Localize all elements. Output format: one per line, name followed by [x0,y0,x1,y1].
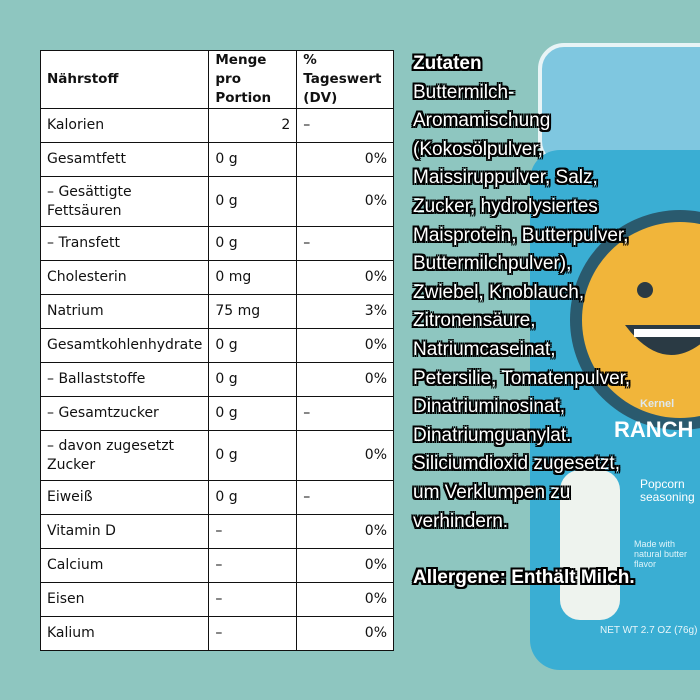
allergen-statement: Allergene: Enthält Milch. [413,567,635,589]
dv-cell: – [296,226,394,261]
amount-cell: – [208,616,298,651]
dv-cell: – [296,480,394,515]
amount-cell: 2 [208,108,298,143]
dv-cell: 0% [296,176,394,227]
table-row: Eisen –0% [39,582,394,617]
nutrient-cell: Natrium [39,294,210,329]
dv-cell: 0% [296,142,394,177]
header-nutrient: Nährstoff [39,50,210,109]
amount-cell: – [208,582,298,617]
dv-cell: 3% [296,294,394,329]
table-row: Natrium 75 mg 3% [39,294,394,329]
amount-cell: 0 mg [208,260,298,295]
ingredients-title: Zutaten [413,53,482,74]
header-amount: Menge pro Portion [208,50,298,109]
nutrient-cell: – Transfett [39,226,210,261]
amount-cell: 0 g [208,328,298,363]
ingredients-text: Buttermilch- Aromamischung (Kokosölpulve… [413,81,631,532]
amount-cell: 0 g [208,142,298,177]
label-claim: Made with natural butter flavor [634,539,688,569]
mascot-face-icon [582,222,700,418]
product-image [530,43,700,670]
amount-cell: 0 g [208,430,298,481]
table-header-row: Nährstoff Menge pro Portion % Tageswert … [39,50,394,109]
table-row: – davon zugesetzt Zucker 0 g 0% [39,430,394,481]
nutrient-cell: – Ballaststoffe [39,362,210,397]
amount-cell: 0 g [208,480,298,515]
amount-cell: 0 g [208,226,298,261]
ranch-dip-icon [560,470,620,620]
table-row: – Gesättigte Fettsäuren 0 g 0% [39,176,394,227]
nutrition-table: Nährstoff Menge pro Portion % Tageswert … [39,50,394,651]
dv-cell: 0% [296,362,394,397]
header-dv: % Tageswert (DV) [296,50,394,109]
dv-cell: 0% [296,430,394,481]
nutrient-cell: Gesamtfett [39,142,210,177]
nutrient-cell: Kalorien [39,108,210,143]
nutrient-cell: Vitamin D [39,514,210,549]
amount-cell: 0 g [208,362,298,397]
label-product-type: Popcorn seasoning [640,477,695,505]
nutrient-cell: – Gesamtzucker [39,396,210,431]
nutrient-cell: Kalium [39,616,210,651]
ingredients-panel: Zutaten Buttermilch- Aromamischung (Koko… [413,50,695,593]
amount-cell: 75 mg [208,294,298,329]
dv-cell: 0% [296,514,394,549]
table-row: Eiweiß 0 g – [39,480,394,515]
label-brand: Kernel [640,398,675,410]
table-row: Gesamtfett 0 g 0% [39,142,394,177]
dv-cell: – [296,108,394,143]
label-net-weight: NET WT 2.7 OZ (76g) [600,625,698,636]
dv-cell: 0% [296,328,394,363]
amount-cell: 0 g [208,176,298,227]
table-row: Kalorien 2– [39,108,394,143]
amount-cell: – [208,548,298,583]
dv-cell: – [296,396,394,431]
table-row: – Transfett 0 g – [39,226,394,261]
table-row: Vitamin D –0% [39,514,394,549]
nutrient-cell: – davon zugesetzt Zucker [39,430,210,481]
table-row: Gesamtkohlenhydrate 0 g 0% [39,328,394,363]
amount-cell: – [208,514,298,549]
nutrient-cell: – Gesättigte Fettsäuren [39,176,210,227]
dv-cell: 0% [296,548,394,583]
table-row: – Ballaststoffe 0 g 0% [39,362,394,397]
dv-cell: 0% [296,260,394,295]
table-row: – Gesamtzucker 0 g – [39,396,394,431]
table-row: Kalium –0% [39,616,394,651]
label-flavor: RANCH [614,417,694,442]
nutrient-cell: Gesamtkohlenhydrate [39,328,210,363]
nutrient-cell: Eiweiß [39,480,210,515]
table-row: Cholesterin 0 mg 0% [39,260,394,295]
dv-cell: 0% [296,616,394,651]
dv-cell: 0% [296,582,394,617]
nutrient-cell: Eisen [39,582,210,617]
amount-cell: 0 g [208,396,298,431]
nutrient-cell: Cholesterin [39,260,210,295]
table-row: Calcium –0% [39,548,394,583]
nutrient-cell: Calcium [39,548,210,583]
